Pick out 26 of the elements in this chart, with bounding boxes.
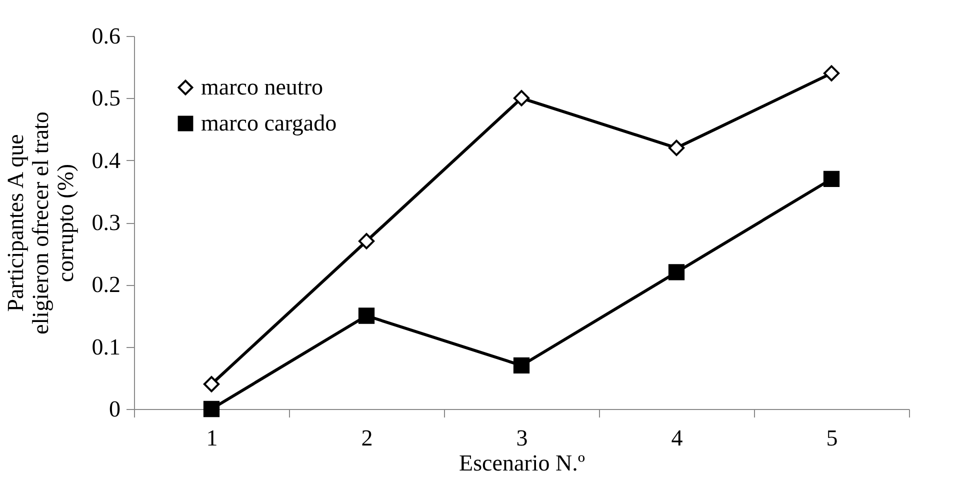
legend-label: marco neutro [201, 74, 323, 100]
y-tick-label: 0.6 [92, 24, 120, 48]
point [668, 264, 685, 280]
point [203, 376, 220, 392]
y-tick-label: 0.1 [92, 334, 120, 360]
point [668, 140, 685, 156]
point [358, 233, 375, 250]
point [823, 170, 840, 188]
y-tick-label: 0.3 [92, 210, 120, 235]
point [203, 400, 220, 418]
point [513, 357, 530, 374]
y-tick-label: 0.4 [92, 148, 121, 173]
x-tick-label: 5 [826, 426, 838, 450]
x-tick-label: 1 [206, 426, 218, 450]
x-tick-label: 2 [361, 426, 373, 450]
y-tick-label: 0.5 [92, 86, 120, 111]
y-axis-title: Participantes A que eligieron ofrecer el trato corrupto (%) [2, 112, 78, 334]
y-tick-label: 0.2 [92, 272, 120, 298]
x-axis-title: Escenario N.º [459, 450, 585, 476]
x-tick-label: 3 [516, 426, 528, 450]
point [513, 90, 530, 106]
legend-label: marco cargado [201, 110, 337, 136]
point [358, 308, 375, 324]
point [823, 65, 840, 82]
y-tick-label: 0 [109, 396, 120, 422]
x-tick-label: 4 [671, 426, 684, 450]
